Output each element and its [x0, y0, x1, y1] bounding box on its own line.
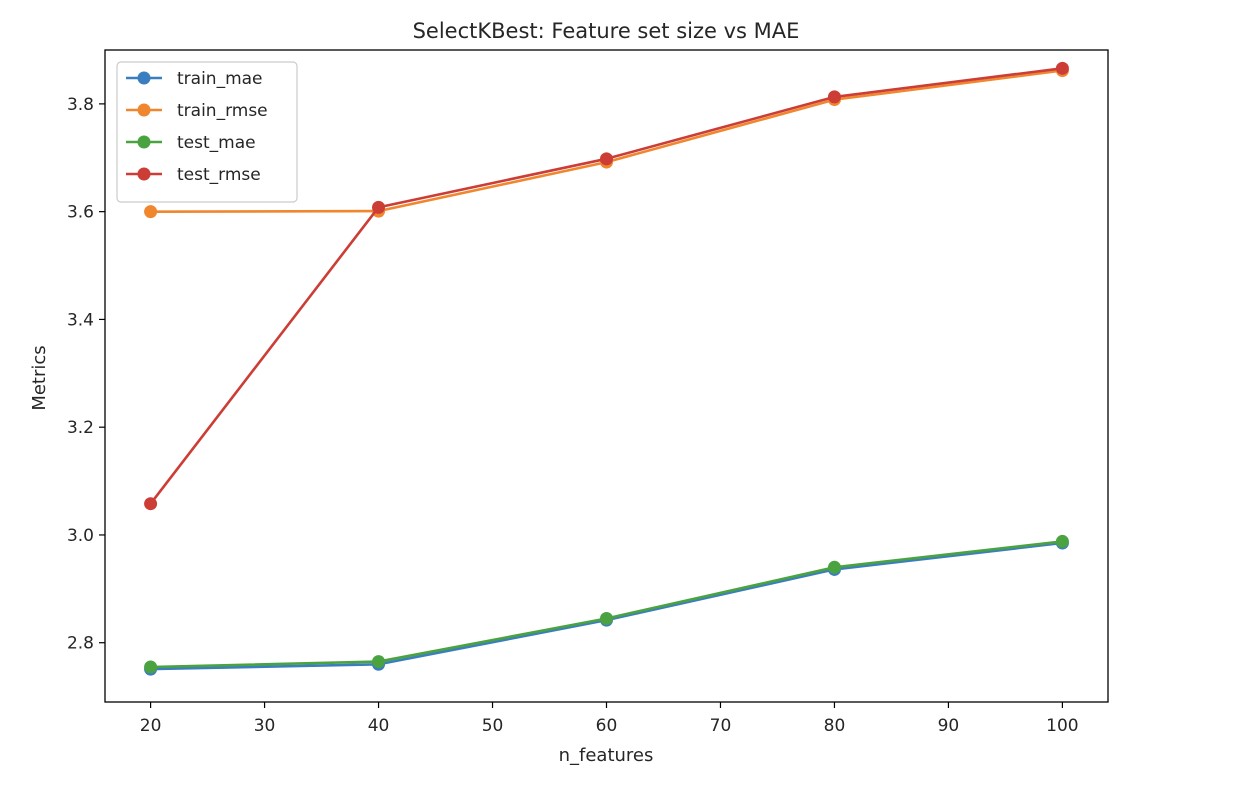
x-axis-ticks: 20 30 40 50 60 70 80 90 100 [140, 702, 1079, 736]
legend-item: test_rmse [126, 165, 261, 185]
series-layer [144, 61, 1069, 676]
legend-label: test_mae [177, 133, 256, 153]
y-tick-label: 3.6 [67, 203, 94, 223]
data-point [827, 90, 841, 104]
legend-box [116, 61, 298, 203]
y-tick-label: 3.0 [67, 526, 94, 546]
series-test-rmse [144, 61, 1069, 511]
data-point [1055, 61, 1069, 75]
x-tick-label: 20 [140, 716, 162, 736]
legend: train_mae train_rmse test_mae test_rmse [116, 61, 298, 203]
x-tick-label: 90 [938, 716, 960, 736]
legend-label: test_rmse [177, 165, 261, 185]
data-point [144, 497, 158, 511]
y-axis-ticks: 2.8 3.0 3.2 3.4 3.6 3.8 [67, 95, 105, 654]
legend-swatch-marker [137, 167, 151, 181]
data-point [372, 655, 386, 669]
data-point [600, 152, 613, 166]
x-tick-label: 30 [254, 716, 276, 736]
x-tick-label: 40 [368, 716, 390, 736]
y-tick-label: 3.2 [67, 418, 94, 438]
data-point [144, 660, 158, 674]
legend-swatch-marker [137, 135, 151, 149]
series-line [150, 541, 1063, 671]
chart-title: SelectKBest: Feature set size vs MAE [413, 19, 800, 43]
legend-item: train_mae [126, 69, 263, 89]
legend-item: train_rmse [126, 101, 268, 121]
x-axis-label: n_features [559, 745, 654, 766]
data-point [600, 611, 613, 625]
x-tick-label: 80 [824, 716, 846, 736]
x-tick-label: 50 [482, 716, 504, 736]
legend-label: train_rmse [177, 101, 268, 121]
x-tick-label: 70 [710, 716, 732, 736]
legend-label: train_mae [177, 69, 263, 89]
y-axis-label: Metrics [29, 345, 50, 410]
y-tick-label: 3.4 [67, 310, 94, 330]
legend-swatch-marker [137, 103, 151, 117]
data-point [1055, 534, 1069, 548]
x-tick-label: 100 [1046, 716, 1078, 736]
legend-item: test_mae [126, 133, 256, 153]
series-test-mae [144, 534, 1069, 674]
data-point [144, 205, 158, 219]
y-tick-label: 2.8 [67, 634, 94, 654]
data-point [372, 200, 386, 214]
y-tick-label: 3.8 [67, 95, 94, 115]
legend-swatch-marker [137, 71, 151, 85]
x-tick-label: 60 [596, 716, 618, 736]
series-line [150, 540, 1063, 669]
data-point [827, 560, 841, 574]
